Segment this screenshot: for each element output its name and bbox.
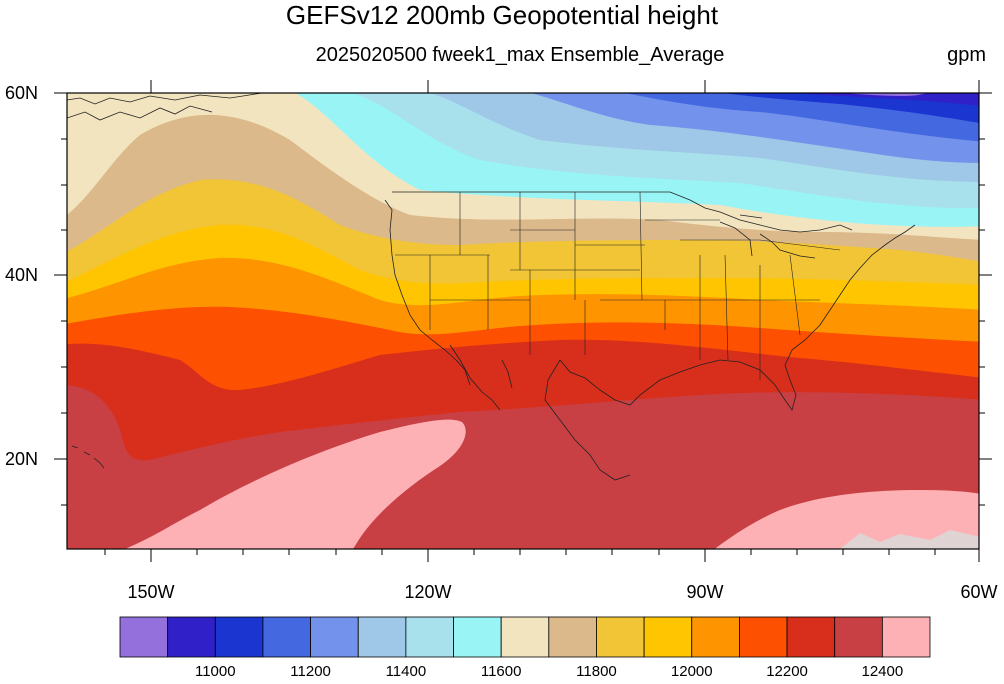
- colorbar-swatch: [167, 616, 216, 658]
- contour-fill: [67, 93, 979, 549]
- us-canada-border: [392, 191, 853, 233]
- colorbar-swatch: [834, 616, 883, 658]
- colorbar-swatch: [405, 616, 454, 658]
- colorbar-swatch: [691, 616, 740, 658]
- colorbar-swatch: [548, 616, 597, 658]
- colorbar-label: 12200: [766, 663, 808, 680]
- chart-subtitle: 2025020500 fweek1_max Ensemble_Average: [315, 44, 725, 66]
- colorbar-label: 11000: [195, 663, 236, 680]
- colorbar-swatch: [453, 616, 502, 658]
- contour-band-11000: [722, 93, 979, 123]
- colorbar-label: 11600: [481, 663, 522, 680]
- colorbar-swatch: [357, 616, 407, 658]
- colorbar-label: 11200: [290, 663, 331, 680]
- coastline-gulf: [559, 224, 916, 411]
- colorbar-swatch: [119, 616, 169, 658]
- contour-band-10900: [794, 93, 979, 106]
- tick-marks: [54, 80, 992, 562]
- colorbar-swatch: [739, 616, 788, 658]
- coastline-hawaii: [71, 445, 105, 469]
- colorbar-label: 11400: [386, 663, 427, 680]
- colorbar-label: 11800: [576, 663, 617, 680]
- lat-tick-label: 20N: [5, 449, 38, 469]
- colorbar-labels: 11000 11200 11400 11600 11800 12000 12200 12400: [195, 663, 903, 680]
- lat-tick-label: 40N: [5, 265, 38, 285]
- coastline-alaska: [67, 93, 263, 121]
- colorbar: [119, 616, 931, 658]
- chart-title: GEFSv12 200mb Geopotential height: [285, 0, 719, 30]
- colorbar-swatch: [500, 616, 550, 658]
- coastline-mexico: [544, 359, 631, 481]
- state-lines: [395, 191, 841, 380]
- colorbar-swatch: [262, 616, 311, 658]
- lon-tick-label: 90W: [686, 582, 723, 602]
- colorbar-swatch: [881, 616, 931, 658]
- colorbar-swatch: [786, 616, 836, 658]
- lon-tick-label: 150W: [127, 582, 174, 602]
- coastline-great-lakes: [719, 214, 816, 259]
- colorbar-swatch: [214, 616, 264, 658]
- lat-tick-label: 60N: [5, 83, 38, 103]
- coastline-west-coast: [384, 199, 471, 386]
- contour-band-10800: [844, 93, 928, 96]
- contour-band-12400-west: [124, 419, 466, 549]
- missing-data-patch: [840, 530, 979, 549]
- colorbar-label: 12000: [671, 663, 713, 680]
- colorbar-swatch: [596, 616, 645, 658]
- lon-tick-label: 120W: [404, 582, 451, 602]
- contour-band-12400-east: [714, 490, 979, 549]
- map-outlines: [67, 93, 916, 481]
- units-label: gpm: [947, 44, 986, 66]
- coastline-baja: [449, 344, 513, 411]
- colorbar-label: 12400: [861, 663, 903, 680]
- lon-tick-label: 60W: [960, 582, 997, 602]
- colorbar-swatch: [643, 616, 693, 658]
- colorbar-swatch: [310, 616, 359, 658]
